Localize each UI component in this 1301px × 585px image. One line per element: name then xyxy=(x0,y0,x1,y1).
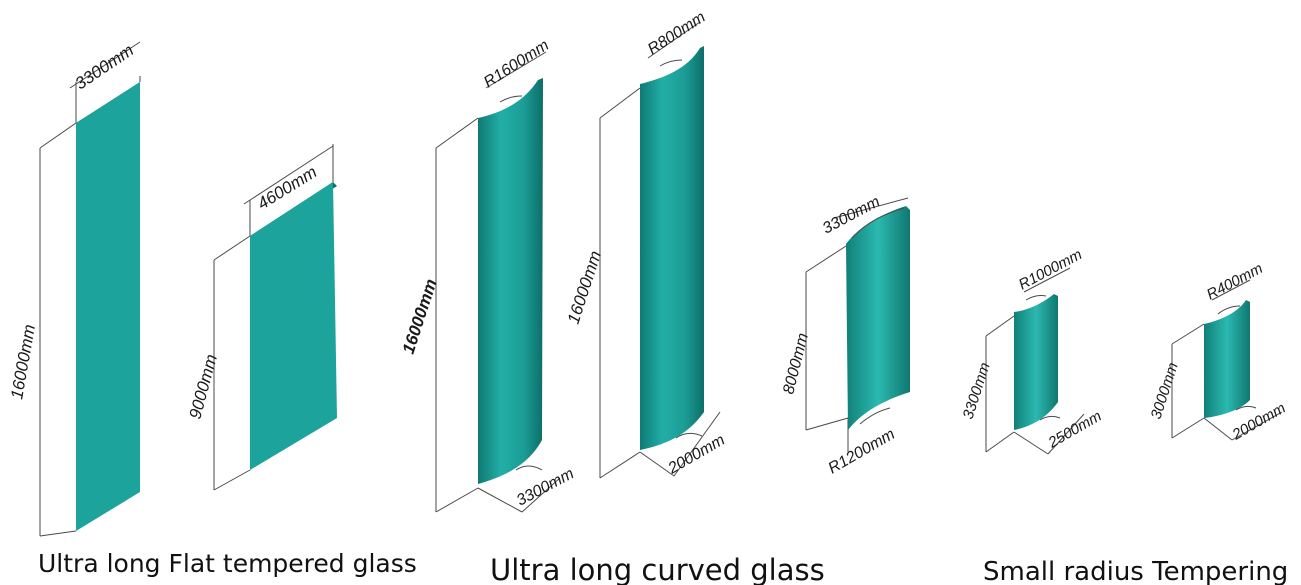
small-panel-1-chord-arc xyxy=(1039,415,1061,421)
small-panel-1-chord-label: 2500mm xyxy=(1045,408,1105,452)
flat-panel-1-face xyxy=(76,82,140,531)
curved-panel-2-face xyxy=(640,46,704,450)
curved-panel-1-chord-arc xyxy=(515,465,543,471)
small-panel-1-radius-label: R1000mm xyxy=(1016,246,1085,293)
curved-panel-2-dim-lines xyxy=(599,21,721,479)
curved-panel-3-height-label: 8000mm xyxy=(780,331,812,396)
caption-small-radius: Small radius Tempering xyxy=(983,557,1288,585)
small-panel-2: 3000mm R400mm 2000mm xyxy=(1148,260,1289,444)
curved-panel-1-face xyxy=(478,78,543,484)
curved-panel-2-height-label: 16000mm xyxy=(564,248,605,326)
flat-panel-2-face xyxy=(250,182,337,470)
small-panel-1: 3300mm R1000mm 2500mm xyxy=(960,246,1105,455)
curved-panel-3-dim-lines xyxy=(805,197,909,452)
caption-flat: Ultra long Flat tempered glass xyxy=(38,549,417,578)
flat-panel-1: 16000mm 3300mm xyxy=(7,41,141,537)
caption-curved: Ultra long curved glass xyxy=(490,553,825,585)
small-panel-2-height-label: 3000mm xyxy=(1148,360,1182,421)
flat-panel-2: 9000mm 4600mm xyxy=(186,144,337,491)
small-panel-2-chord-arc xyxy=(1235,405,1257,411)
curved-panel-3-top-arc xyxy=(851,207,905,239)
flat-panel-2-height-label: 9000mm xyxy=(186,352,221,421)
curved-panel-2-chord-arc xyxy=(675,432,703,439)
small-panel-1-height-label: 3300mm xyxy=(960,360,994,421)
curved-panel-1-height-label: 16000mm xyxy=(399,277,441,357)
curved-panel-3-face xyxy=(846,206,910,430)
flat-panel-1-height-label: 16000mm xyxy=(7,323,39,401)
curved-panel-1: 16000mm R1600mm 3300mm xyxy=(399,37,577,513)
curved-panel-1-dim-lines xyxy=(435,51,561,513)
small-panel-2-radius-label: R400mm xyxy=(1204,260,1266,304)
small-panel-1-radius-arc xyxy=(1025,295,1047,301)
flat-panel-2-dim-lines xyxy=(213,144,334,491)
curved-panel-2-radius-arc xyxy=(659,59,683,67)
curved-panel-3-radius-label: R1200mm xyxy=(826,426,898,478)
small-panel-2-radius-arc xyxy=(1217,305,1241,315)
curved-panel-2-chord-label: 2000mm xyxy=(665,432,728,478)
small-panel-2-dim-lines xyxy=(1171,279,1283,441)
curved-panel-3-radius-arc xyxy=(859,407,891,425)
curved-panel-3: 8000mm 3300mm R1200mm xyxy=(780,193,910,477)
small-panel-1-dim-lines xyxy=(985,267,1085,455)
curved-panel-1-chord-label: 3300mm xyxy=(514,465,577,509)
curved-panel-2: 16000mm R800mm 2000mm xyxy=(564,9,728,479)
small-panel-1-face xyxy=(1014,294,1058,430)
flat-panel-1-width-label: 3300mm xyxy=(72,41,137,94)
curved-panel-1-radius-arc xyxy=(499,95,523,103)
small-panel-2-face xyxy=(1204,300,1250,418)
flat-panel-1-dim-lines xyxy=(39,41,141,537)
